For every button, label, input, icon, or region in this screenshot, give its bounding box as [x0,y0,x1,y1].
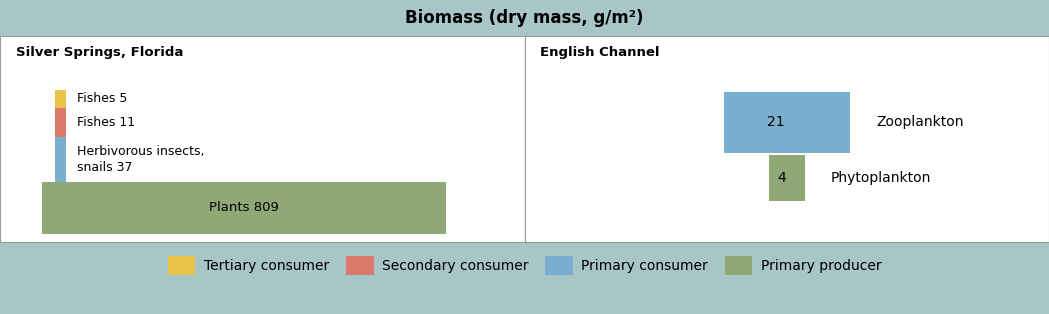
Text: 21: 21 [768,116,785,129]
Bar [769,155,805,201]
Legend: Tertiary consumer, Secondary consumer, Primary consumer, Primary producer: Tertiary consumer, Secondary consumer, P… [160,249,889,282]
Text: Plants 809: Plants 809 [209,201,279,214]
Text: Silver Springs, Florida: Silver Springs, Florida [16,46,184,59]
Text: Biomass (dry mass, g/m²): Biomass (dry mass, g/m²) [405,9,644,27]
Bar [55,89,66,108]
Text: 4: 4 [777,171,786,185]
Bar [55,137,66,182]
Text: Fishes 5: Fishes 5 [77,92,127,105]
Text: English Channel: English Channel [540,46,660,59]
Bar [724,92,850,153]
Bar [55,108,66,137]
Text: Herbivorous insects,
snails 37: Herbivorous insects, snails 37 [77,145,205,174]
Bar [42,182,446,234]
Text: Phytoplankton: Phytoplankton [831,171,932,185]
Text: Zooplankton: Zooplankton [876,116,963,129]
Text: Fishes 11: Fishes 11 [77,116,134,129]
